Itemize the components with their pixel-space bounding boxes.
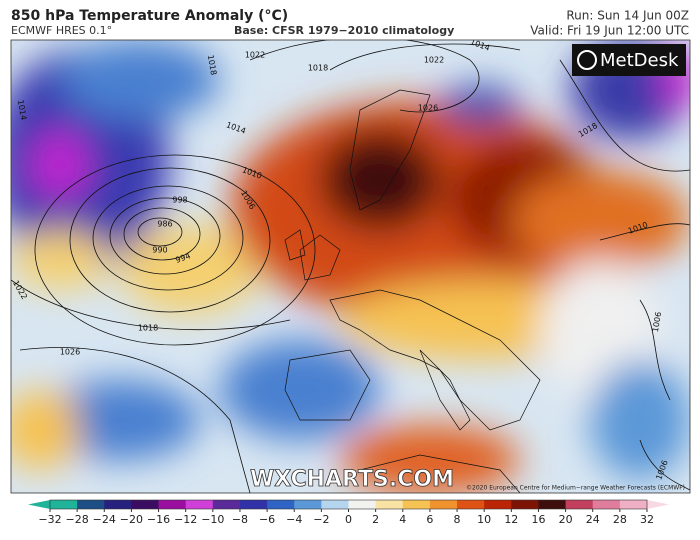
- colorbar-segment: [158, 500, 187, 509]
- colorbar-segment: [239, 500, 268, 509]
- model: ECMWF HRES 0.1°: [11, 24, 112, 37]
- isobar-label: 1018: [206, 54, 218, 76]
- colorbar-segment: [511, 500, 539, 509]
- isobar-label: 990: [152, 246, 167, 255]
- colorbar-label: −6: [259, 513, 275, 526]
- base: Base: CFSR 1979−2010 climatology: [234, 24, 454, 37]
- colorbar-label: −4: [286, 513, 302, 526]
- colorbar-label: 16: [531, 513, 545, 526]
- run: Run: Sun 14 Jun 00Z: [566, 9, 689, 23]
- colorbar-segment: [212, 500, 241, 509]
- colorbar-segment: [538, 500, 567, 509]
- colorbar-segment: [77, 500, 105, 509]
- colorbar-label: 2: [372, 513, 379, 526]
- colorbar-segment: [375, 500, 404, 509]
- colorbar-end: [28, 500, 50, 509]
- isobar-label: 1026: [418, 104, 438, 113]
- colorbar-segment: [484, 500, 512, 509]
- colorbar-label: −28: [66, 513, 89, 526]
- colorbar-label: −20: [120, 513, 143, 526]
- isobar-label: 1022: [424, 56, 444, 65]
- colorbar-label: 8: [454, 513, 461, 526]
- colorbar-frame: [49, 499, 648, 510]
- colorbar-label: −16: [147, 513, 170, 526]
- colorbar-label: 6: [426, 513, 433, 526]
- colorbar-segment: [185, 500, 214, 509]
- colorbar-label: 20: [559, 513, 573, 526]
- colorbar-segment: [321, 500, 349, 509]
- isobar-label: 1026: [60, 348, 80, 357]
- colorbar-segment: [592, 500, 621, 509]
- colorbar-segment: [267, 500, 295, 509]
- isobar-label: 1018: [308, 64, 328, 73]
- map: MetDesk WXCHARTS.COM ©2020 European Cent…: [11, 40, 690, 493]
- colorbar-label: −12: [174, 513, 197, 526]
- isobar-label: 1018: [138, 324, 158, 333]
- colorbar-segment: [429, 500, 458, 509]
- colorbar-segment: [131, 500, 160, 509]
- colorbar-segment: [348, 500, 377, 509]
- valid: Valid: Fri 19 Jun 12:00 UTC: [530, 24, 689, 38]
- colorbar-label: 10: [477, 513, 491, 526]
- colorbar-label: 4: [399, 513, 406, 526]
- colorbar-segment: [402, 500, 431, 509]
- watermark: WXCHARTS.COM: [250, 467, 454, 492]
- colorbar-label: −24: [93, 513, 116, 526]
- colorbar-segment: [104, 500, 132, 509]
- colorbar-segment: [565, 500, 594, 509]
- colorbar-label: 24: [586, 513, 600, 526]
- isobar-label: 1022: [245, 51, 265, 60]
- isobar-label: 1014: [16, 99, 28, 121]
- colorbar-segment: [457, 500, 485, 509]
- colorbar-segment: [619, 500, 648, 509]
- colorbar-label: −2: [313, 513, 329, 526]
- colorbar-label: 32: [640, 513, 654, 526]
- colorbar-label: 0: [345, 513, 352, 526]
- colorbar-segment: [50, 500, 78, 509]
- colorbar-end: [647, 500, 669, 509]
- map-frame: [10, 39, 691, 494]
- isobar-label: 1006: [651, 311, 663, 333]
- isobar-label: 986: [157, 220, 172, 229]
- title: 850 hPa Temperature Anomaly (°C): [11, 8, 288, 24]
- colorbar-label: 12: [504, 513, 518, 526]
- isobar-label: 998: [172, 196, 187, 205]
- colorbar-label: −10: [201, 513, 224, 526]
- colorbar-label: 28: [613, 513, 627, 526]
- copyright: ©2020 European Centre for Medium−range W…: [466, 485, 685, 492]
- colorbar-label: −8: [232, 513, 248, 526]
- colorbar-label: −32: [38, 513, 61, 526]
- logo: MetDesk: [600, 50, 679, 71]
- colorbar-segment: [294, 500, 322, 509]
